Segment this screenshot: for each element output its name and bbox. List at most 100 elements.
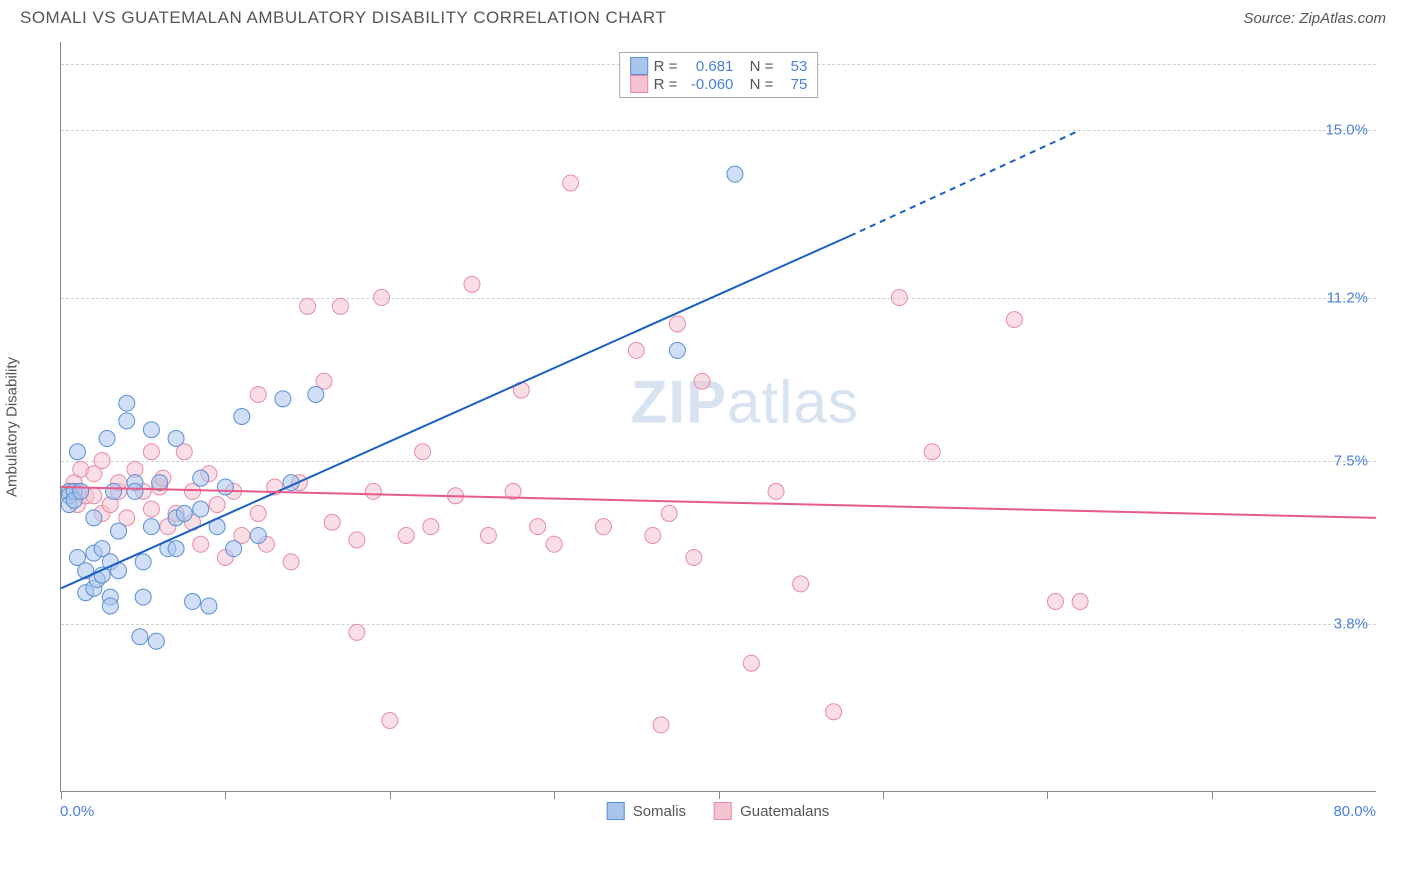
- scatter-point-somalis: [148, 633, 164, 649]
- scatter-point-guatemalans: [398, 527, 414, 543]
- scatter-point-somalis: [73, 483, 89, 499]
- scatter-point-guatemalans: [669, 316, 685, 332]
- scatter-point-somalis: [250, 527, 266, 543]
- n-label: N =: [750, 58, 774, 75]
- scatter-point-somalis: [234, 409, 250, 425]
- r-value-guatemalans: -0.060: [683, 76, 733, 93]
- scatter-point-guatemalans: [300, 298, 316, 314]
- y-axis-label: Ambulatory Disability: [4, 357, 21, 497]
- x-axis-max-label: 80.0%: [1333, 803, 1376, 820]
- n-value-somalis: 53: [779, 58, 807, 75]
- scatter-point-somalis: [168, 431, 184, 447]
- scatter-point-somalis: [86, 510, 102, 526]
- legend-item-guatemalans: Guatemalans: [714, 802, 829, 820]
- plot-area: ZIPatlas R = 0.681 N = 53 R = -0.060 N =…: [60, 42, 1376, 792]
- x-axis-min-label: 0.0%: [60, 803, 94, 820]
- scatter-point-guatemalans: [891, 290, 907, 306]
- scatter-point-somalis: [143, 422, 159, 438]
- scatter-point-guatemalans: [382, 713, 398, 729]
- scatter-point-guatemalans: [209, 497, 225, 513]
- scatter-point-somalis: [226, 541, 242, 557]
- r-value-somalis: 0.681: [683, 58, 733, 75]
- scatter-point-guatemalans: [530, 519, 546, 535]
- scatter-point-somalis: [176, 505, 192, 521]
- legend-item-somalis: Somalis: [607, 802, 686, 820]
- scatter-point-guatemalans: [374, 290, 390, 306]
- scatter-point-guatemalans: [193, 536, 209, 552]
- trend-line-somalis: [61, 236, 850, 588]
- scatter-point-guatemalans: [349, 532, 365, 548]
- scatter-point-guatemalans: [1072, 594, 1088, 610]
- scatter-point-guatemalans: [143, 501, 159, 517]
- scatter-point-somalis: [119, 395, 135, 411]
- scatter-point-guatemalans: [423, 519, 439, 535]
- legend-swatch-guatemalans: [714, 802, 732, 820]
- scatter-point-guatemalans: [480, 527, 496, 543]
- scatter-point-somalis: [111, 523, 127, 539]
- scatter-point-somalis: [106, 483, 122, 499]
- r-label: R =: [654, 76, 678, 93]
- x-tick: [61, 791, 62, 799]
- chart-container: Ambulatory Disability ZIPatlas R = 0.681…: [50, 32, 1386, 822]
- stats-legend-box: R = 0.681 N = 53 R = -0.060 N = 75: [619, 52, 819, 98]
- x-tick: [225, 791, 226, 799]
- scatter-point-guatemalans: [628, 342, 644, 358]
- scatter-point-guatemalans: [94, 453, 110, 469]
- scatter-point-somalis: [193, 470, 209, 486]
- x-tick: [719, 791, 720, 799]
- plot-svg: [61, 42, 1376, 791]
- scatter-point-somalis: [669, 342, 685, 358]
- scatter-point-somalis: [308, 386, 324, 402]
- x-tick: [390, 791, 391, 799]
- n-label: N =: [750, 76, 774, 93]
- stats-row-guatemalans: R = -0.060 N = 75: [630, 75, 808, 93]
- scatter-point-somalis: [127, 483, 143, 499]
- scatter-point-guatemalans: [694, 373, 710, 389]
- x-tick: [1212, 791, 1213, 799]
- scatter-point-guatemalans: [924, 444, 940, 460]
- scatter-point-guatemalans: [349, 624, 365, 640]
- scatter-point-somalis: [119, 413, 135, 429]
- scatter-point-guatemalans: [365, 483, 381, 499]
- scatter-point-guatemalans: [793, 576, 809, 592]
- scatter-point-guatemalans: [826, 704, 842, 720]
- scatter-point-guatemalans: [595, 519, 611, 535]
- legend-label-guatemalans: Guatemalans: [740, 803, 829, 820]
- scatter-point-somalis: [217, 479, 233, 495]
- scatter-point-guatemalans: [143, 444, 159, 460]
- legend-bottom: Somalis Guatemalans: [607, 802, 830, 820]
- scatter-point-somalis: [193, 501, 209, 517]
- scatter-point-somalis: [132, 629, 148, 645]
- scatter-point-guatemalans: [743, 655, 759, 671]
- x-tick: [1047, 791, 1048, 799]
- legend-label-somalis: Somalis: [633, 803, 686, 820]
- swatch-somalis: [630, 57, 648, 75]
- legend-swatch-somalis: [607, 802, 625, 820]
- scatter-point-guatemalans: [464, 276, 480, 292]
- x-tick: [883, 791, 884, 799]
- scatter-point-guatemalans: [250, 386, 266, 402]
- trend-line-dash-somalis: [850, 130, 1080, 236]
- scatter-point-somalis: [275, 391, 291, 407]
- scatter-point-guatemalans: [250, 505, 266, 521]
- chart-title: SOMALI VS GUATEMALAN AMBULATORY DISABILI…: [20, 8, 666, 28]
- scatter-point-somalis: [99, 431, 115, 447]
- scatter-point-guatemalans: [546, 536, 562, 552]
- chart-source: Source: ZipAtlas.com: [1243, 10, 1386, 27]
- scatter-point-somalis: [185, 594, 201, 610]
- scatter-point-guatemalans: [686, 549, 702, 565]
- scatter-point-guatemalans: [332, 298, 348, 314]
- scatter-point-somalis: [201, 598, 217, 614]
- scatter-point-guatemalans: [653, 717, 669, 733]
- scatter-point-guatemalans: [1047, 594, 1063, 610]
- stats-row-somalis: R = 0.681 N = 53: [630, 57, 808, 75]
- scatter-point-somalis: [135, 589, 151, 605]
- scatter-point-somalis: [727, 166, 743, 182]
- x-tick: [554, 791, 555, 799]
- scatter-point-guatemalans: [283, 554, 299, 570]
- scatter-point-somalis: [143, 519, 159, 535]
- n-value-guatemalans: 75: [779, 76, 807, 93]
- scatter-point-guatemalans: [645, 527, 661, 543]
- scatter-point-guatemalans: [563, 175, 579, 191]
- swatch-guatemalans: [630, 75, 648, 93]
